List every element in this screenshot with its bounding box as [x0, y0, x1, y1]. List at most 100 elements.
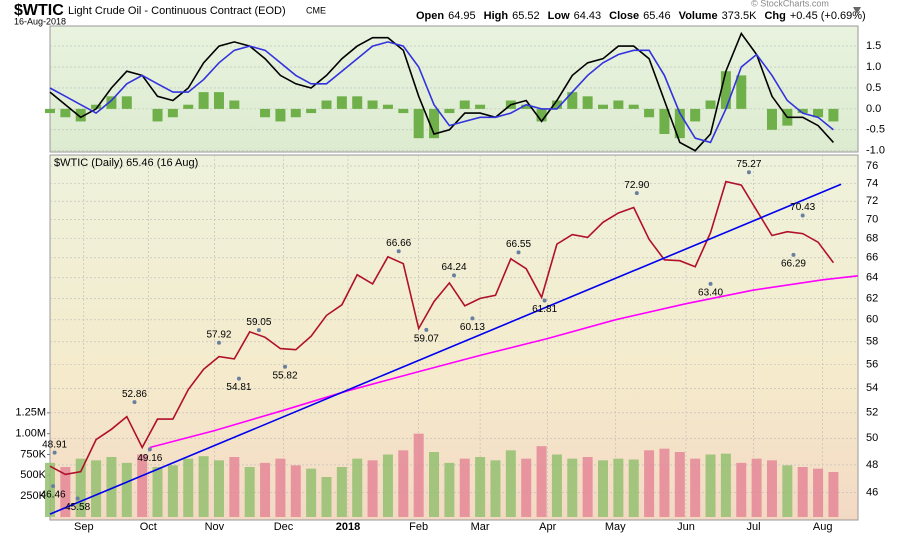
volume-bar — [444, 462, 455, 517]
volume-bar — [551, 454, 562, 517]
x-tick-label: Mar — [471, 521, 490, 533]
histogram-bar — [106, 96, 117, 109]
volume-bar — [536, 446, 547, 517]
histogram-bar — [521, 104, 532, 109]
histogram-bar — [766, 108, 777, 130]
histogram-bar — [275, 108, 286, 122]
histogram-bar — [167, 108, 178, 118]
quote-label: Low — [548, 10, 570, 22]
volume-bar — [213, 460, 224, 517]
volume-bar — [813, 468, 824, 517]
y-tick-label: 50 — [866, 432, 878, 444]
x-tick-label: Nov — [205, 521, 225, 533]
annotation-point — [147, 447, 152, 452]
annotation-label: 45.58 — [65, 502, 90, 513]
histogram-bar — [429, 108, 440, 139]
volume-tick-label: 1.00M — [15, 428, 46, 440]
volume-bar — [382, 454, 393, 517]
volume-bar — [137, 454, 148, 517]
annotation-point — [746, 170, 751, 175]
x-tick-label: 2018 — [336, 521, 360, 533]
annotation-point — [51, 484, 56, 489]
histogram-bar — [60, 108, 71, 118]
y-tick-label: 76 — [866, 160, 878, 172]
series-line — [49, 180, 835, 476]
y-tick-label: 1.0 — [866, 61, 881, 73]
y-tick-label: 54 — [866, 382, 878, 394]
annotation-label: 57.92 — [206, 329, 231, 340]
histogram-bar — [475, 104, 486, 109]
volume-bar — [75, 458, 86, 517]
quote-value: 373.5K — [722, 10, 758, 22]
annotation-point — [470, 316, 475, 321]
histogram-bar — [183, 104, 194, 109]
annotation-point — [75, 496, 80, 501]
volume-bar — [797, 467, 808, 517]
quote-label: Chg — [764, 10, 785, 22]
volume-bar — [505, 450, 516, 517]
volume-bar — [183, 458, 194, 517]
annotation-label: 61.81 — [532, 304, 557, 315]
x-tick-label: Dec — [274, 521, 294, 533]
histogram-bar — [352, 96, 363, 109]
annotation-point — [634, 191, 639, 196]
instrument-name: Light Crude Oil - Continuous Contract (E… — [68, 5, 286, 17]
x-tick-label: Jun — [677, 521, 695, 533]
histogram-bar — [290, 108, 301, 118]
volume-bar — [613, 458, 624, 517]
volume-bar — [413, 433, 424, 517]
series-line — [149, 275, 859, 449]
quote-label: High — [484, 10, 509, 22]
histogram-bar — [336, 96, 347, 109]
histogram-bar — [91, 104, 102, 109]
annotation-label: 52.86 — [122, 389, 147, 400]
volume-bar — [720, 453, 731, 517]
volume-bar — [275, 458, 286, 517]
histogram-bar — [229, 100, 240, 109]
volume-bar — [198, 456, 209, 517]
price-legend: $WTIC (Daily) 65.46 (16 Aug) — [54, 157, 198, 169]
histogram-bar — [674, 108, 685, 139]
volume-bar — [91, 460, 102, 517]
annotation-point — [708, 281, 713, 286]
x-tick-label: Sep — [74, 521, 94, 533]
histogram-bar — [213, 92, 224, 109]
y-tick-label: 56 — [866, 359, 878, 371]
volume-bar — [674, 452, 685, 517]
quote-value: +0.45 (+0.69%) — [790, 10, 866, 22]
volume-bar — [521, 458, 532, 517]
histogram-bar — [75, 108, 86, 122]
histogram-bar — [705, 100, 716, 109]
annotation-label: 66.29 — [781, 259, 806, 270]
y-tick-label: 0.0 — [866, 103, 881, 115]
volume-bar — [751, 458, 762, 517]
menu-icon[interactable] — [853, 7, 861, 14]
histogram-bar — [260, 108, 271, 118]
annotation-label: 46.46 — [41, 490, 66, 501]
histogram-bar — [536, 108, 547, 122]
volume-bar — [321, 477, 332, 517]
volume-tick-label: 1.25M — [15, 407, 46, 419]
volume-bar — [244, 467, 255, 517]
y-tick-label: 52 — [866, 407, 878, 419]
annotation-point — [132, 400, 137, 405]
x-tick-label: Feb — [409, 521, 428, 533]
volume-bar — [475, 457, 486, 517]
histogram-bar — [598, 104, 609, 109]
volume-bar — [352, 458, 363, 517]
histogram-bar — [828, 108, 839, 122]
annotation-point — [452, 273, 456, 278]
volume-bar — [121, 462, 132, 517]
volume-bar — [167, 465, 178, 517]
histogram-bar — [720, 71, 731, 109]
annotation-label: 59.07 — [414, 334, 439, 345]
series-line — [49, 41, 834, 144]
annotation-point — [396, 249, 401, 254]
histogram-bar — [813, 108, 824, 118]
x-tick-label: Oct — [140, 521, 157, 533]
annotation-point — [791, 252, 796, 257]
y-tick-label: 48 — [866, 459, 878, 471]
histogram-bar — [321, 100, 332, 109]
exchange: CME — [306, 5, 326, 15]
